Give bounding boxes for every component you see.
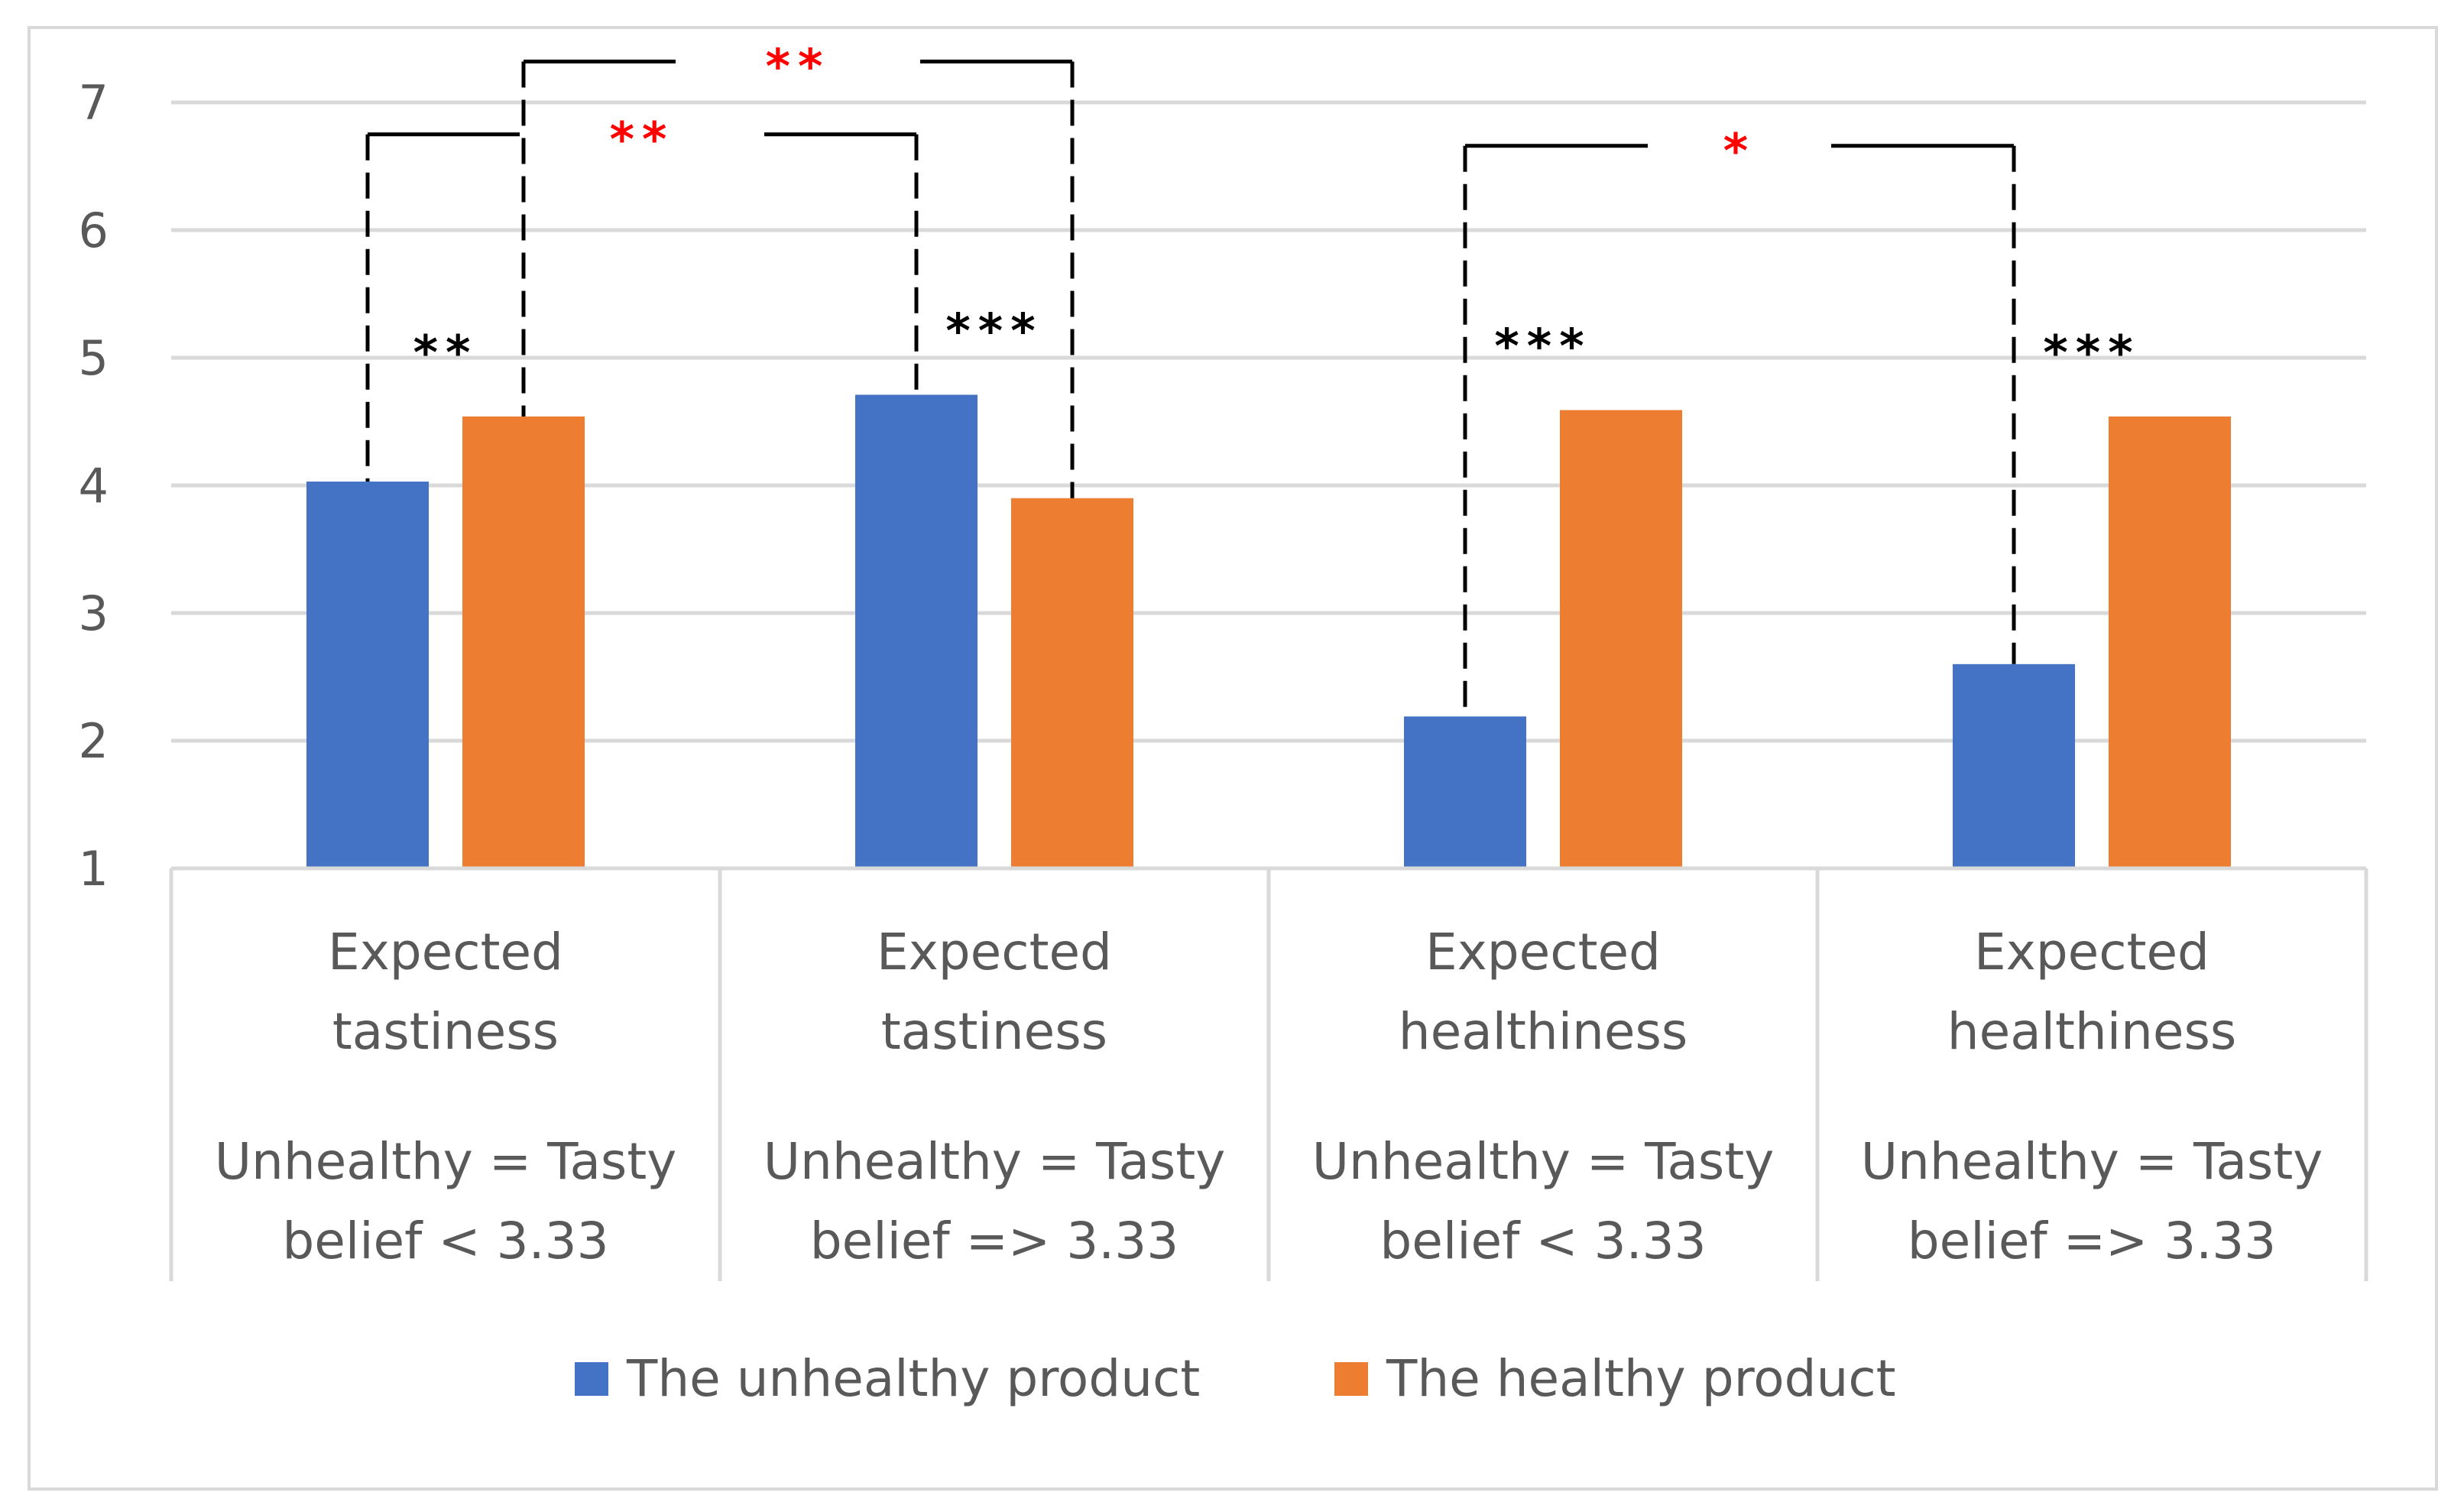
bars — [306, 394, 2231, 868]
bar-healthy-0 — [462, 416, 585, 868]
y-tick-label-4: 4 — [79, 458, 109, 514]
between-group-significance-0: ** — [610, 112, 675, 167]
category-label-0-4: belief < 3.33 — [282, 1212, 608, 1270]
legend-label-unhealthy: The unhealthy product — [626, 1349, 1200, 1408]
y-axis: 1 2 3 4 5 6 7 — [79, 75, 109, 897]
bar-healthy-2 — [1560, 410, 1682, 868]
legend-label-healthy: The healthy product — [1386, 1349, 1896, 1408]
within-group-significance-0: ** — [413, 325, 478, 381]
category-label-2-1: Expected — [1425, 923, 1661, 982]
y-tick-label-2: 2 — [79, 713, 109, 769]
category-label-3-2: healthiness — [1947, 1002, 2236, 1061]
bar-unhealthy-2 — [1404, 716, 1526, 868]
bar-unhealthy-0 — [306, 481, 429, 868]
category-label-1-4: belief => 3.33 — [810, 1212, 1179, 1270]
between-group-significance-1: ** — [766, 39, 831, 95]
category-label-0-3: Unhealthy = Tasty — [215, 1132, 677, 1191]
category-label-1-3: Unhealthy = Tasty — [764, 1132, 1226, 1191]
category-label-2-3: Unhealthy = Tasty — [1312, 1132, 1775, 1191]
bar-healthy-3 — [2109, 416, 2231, 868]
y-tick-label-3: 3 — [79, 586, 109, 641]
within-group-significance-3: *** — [2043, 325, 2140, 381]
within-group-significance-2: *** — [1494, 318, 1591, 374]
category-label-2-2: healthiness — [1399, 1002, 1688, 1061]
y-tick-label-7: 7 — [79, 75, 109, 131]
within-group-significance-1: *** — [945, 303, 1042, 359]
category-label-0-2: tastiness — [332, 1002, 559, 1061]
category-label-1-2: tastiness — [881, 1002, 1107, 1061]
category-label-2-4: belief < 3.33 — [1380, 1212, 1706, 1270]
bar-unhealthy-3 — [1953, 664, 2075, 868]
y-tick-label-5: 5 — [79, 330, 109, 386]
significance-annotations: ** *** *** ******** — [365, 39, 2140, 717]
legend-swatch-unhealthy — [575, 1362, 608, 1396]
legend: The unhealthy product The healthy produc… — [575, 1349, 1896, 1408]
category-label-1-1: Expected — [877, 923, 1112, 982]
category-label-3-4: belief => 3.33 — [1908, 1212, 2277, 1270]
legend-swatch-healthy — [1334, 1362, 1368, 1396]
category-label-0-1: Expected — [328, 923, 563, 982]
category-label-3-1: Expected — [1974, 923, 2209, 982]
between-group-significance-2: * — [1723, 123, 1756, 179]
x-axis: Expected tastiness Unhealthy = Tasty belief… — [169, 866, 2368, 1281]
bar-unhealthy-1 — [855, 394, 977, 868]
bar-healthy-1 — [1011, 498, 1133, 868]
category-label-3-3: Unhealthy = Tasty — [1861, 1132, 2323, 1191]
y-tick-label-1: 1 — [79, 841, 109, 897]
y-tick-label-6: 6 — [79, 203, 109, 258]
